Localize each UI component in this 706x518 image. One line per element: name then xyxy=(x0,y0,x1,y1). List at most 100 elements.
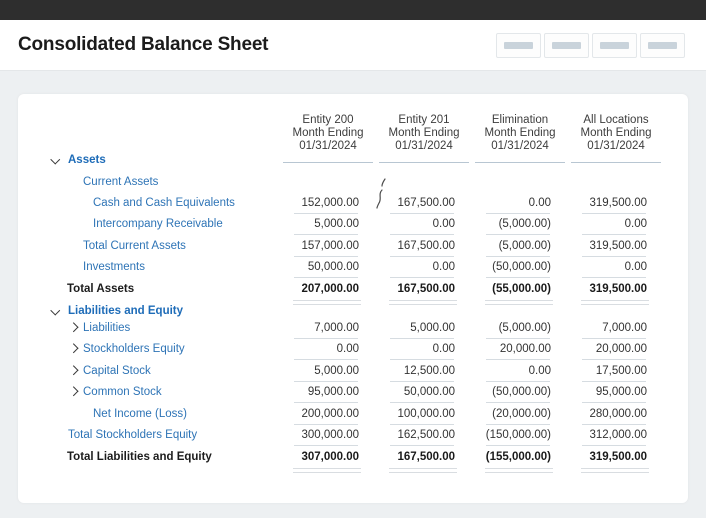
value-cell: 0.00 xyxy=(571,259,661,278)
row-label[interactable]: Liabilities and Equity xyxy=(68,305,184,317)
value-cell: 0.00 xyxy=(475,363,565,382)
value-cell: 167,500.00 xyxy=(379,449,469,473)
toolbar-button-placeholder-4[interactable] xyxy=(640,32,685,58)
table-row-total-current-assets: Total Current Assets 157,000.00 167,500.… xyxy=(18,238,688,257)
column-header-entity-201: Entity 201 Month Ending 01/31/2024 xyxy=(379,114,469,163)
table-row-liabilities-and-equity: Liabilities and Equity xyxy=(18,303,688,319)
value-cell: 7,000.00 xyxy=(571,320,661,339)
row-label[interactable]: Investments xyxy=(83,261,145,273)
table-row-investments: Investments 50,000.00 0.00 (50,000.00) 0… xyxy=(18,259,688,278)
page-header: Consolidated Balance Sheet xyxy=(0,20,706,71)
chevron-right-icon[interactable] xyxy=(69,323,79,333)
value-cell: 0.00 xyxy=(283,341,373,360)
value-cell: (150,000.00) xyxy=(475,427,565,446)
table-row-capital-stock: Capital Stock 5,000.00 12,500.00 0.00 17… xyxy=(18,363,688,382)
row-label[interactable]: Stockholders Equity xyxy=(83,343,185,355)
value-cell: 162,500.00 xyxy=(379,427,469,446)
row-label[interactable]: Total Current Assets xyxy=(83,240,186,252)
value-cell: (50,000.00) xyxy=(475,384,565,403)
row-label: Total Liabilities and Equity xyxy=(67,451,212,463)
value-cell: (50,000.00) xyxy=(475,259,565,278)
row-label[interactable]: Total Stockholders Equity xyxy=(68,429,198,441)
chevron-right-icon[interactable] xyxy=(69,387,79,397)
row-label[interactable]: Common Stock xyxy=(83,386,162,398)
browser-top-bar xyxy=(0,0,706,20)
value-cell: 0.00 xyxy=(571,216,661,235)
value-cell: 280,000.00 xyxy=(571,406,661,425)
value-cell: 167,500.00 xyxy=(379,195,469,214)
button-placeholder-bar xyxy=(552,41,581,49)
table-row-stockholders-equity: Stockholders Equity 0.00 0.00 20,000.00 … xyxy=(18,341,688,360)
table-row-common-stock: Common Stock 95,000.00 50,000.00 (50,000… xyxy=(18,384,688,403)
value-cell: 319,500.00 xyxy=(571,449,661,473)
value-cell: 0.00 xyxy=(379,216,469,235)
column-header-all-locations: All Locations Month Ending 01/31/2024 xyxy=(571,114,661,163)
row-label[interactable]: Current Assets xyxy=(83,176,159,188)
value-cell: 0.00 xyxy=(379,341,469,360)
row-label[interactable]: Intercompany Receivable xyxy=(93,218,223,230)
row-label[interactable]: Assets xyxy=(68,154,106,166)
stray-pen-mark xyxy=(376,178,386,209)
column-entity: Entity 200 xyxy=(302,114,354,126)
column-entity: All Locations xyxy=(583,114,649,126)
column-date: 01/31/2024 xyxy=(395,140,453,152)
value-cell: 5,000.00 xyxy=(379,320,469,339)
value-cell: (55,000.00) xyxy=(475,281,565,305)
value-cell: (155,000.00) xyxy=(475,449,565,473)
value-cell: 157,000.00 xyxy=(283,238,373,257)
value-cell: 12,500.00 xyxy=(379,363,469,382)
toolbar-button-placeholder-2[interactable] xyxy=(544,32,589,58)
value-cell: 200,000.00 xyxy=(283,406,373,425)
toolbar-button-placeholder-3[interactable] xyxy=(592,32,637,58)
value-cell: (20,000.00) xyxy=(475,406,565,425)
value-cell: 319,500.00 xyxy=(571,281,661,305)
row-label[interactable]: Capital Stock xyxy=(83,365,151,377)
table-row-net-income-loss: Net Income (Loss) 200,000.00 100,000.00 … xyxy=(18,406,688,425)
chevron-right-icon[interactable] xyxy=(69,366,79,376)
value-cell: (5,000.00) xyxy=(475,216,565,235)
value-cell: 0.00 xyxy=(475,195,565,214)
column-period: Month Ending xyxy=(484,127,556,139)
column-header-elimination: Elimination Month Ending 01/31/2024 xyxy=(475,114,565,163)
table-row-assets: Assets xyxy=(18,152,688,168)
column-entity: Elimination xyxy=(491,114,549,126)
value-cell: 0.00 xyxy=(379,259,469,278)
row-label[interactable]: Net Income (Loss) xyxy=(93,408,187,420)
table-row-cash-and-cash-equivalents: Cash and Cash Equivalents 152,000.00 167… xyxy=(18,195,688,214)
page-title: Consolidated Balance Sheet xyxy=(18,34,269,55)
value-cell: (5,000.00) xyxy=(475,238,565,257)
row-label[interactable]: Cash and Cash Equivalents xyxy=(93,197,235,209)
column-period: Month Ending xyxy=(388,127,460,139)
value-cell: 300,000.00 xyxy=(283,427,373,446)
value-cell: 312,000.00 xyxy=(571,427,661,446)
toolbar-button-placeholder-1[interactable] xyxy=(496,32,541,58)
column-period: Month Ending xyxy=(292,127,364,139)
column-date: 01/31/2024 xyxy=(587,140,645,152)
table-row-total-stockholders-equity: Total Stockholders Equity 300,000.00 162… xyxy=(18,427,688,446)
chevron-down-icon[interactable] xyxy=(50,306,60,316)
column-entity: Entity 201 xyxy=(398,114,450,126)
chevron-down-icon[interactable] xyxy=(50,155,60,165)
value-cell: 167,500.00 xyxy=(379,281,469,305)
value-cell: 20,000.00 xyxy=(571,341,661,360)
value-cell: 167,500.00 xyxy=(379,238,469,257)
value-cell: 319,500.00 xyxy=(571,238,661,257)
value-cell: 95,000.00 xyxy=(283,384,373,403)
table-row-total-liabilities-and-equity: Total Liabilities and Equity 307,000.00 … xyxy=(18,449,688,473)
value-cell: 20,000.00 xyxy=(475,341,565,360)
column-header-entity-200: Entity 200 Month Ending 01/31/2024 xyxy=(283,114,373,163)
chevron-right-icon[interactable] xyxy=(69,344,79,354)
button-placeholder-bar xyxy=(648,41,677,49)
value-cell: 152,000.00 xyxy=(283,195,373,214)
value-cell: 5,000.00 xyxy=(283,216,373,235)
value-cell: 50,000.00 xyxy=(379,384,469,403)
value-cell: 5,000.00 xyxy=(283,363,373,382)
column-period: Month Ending xyxy=(580,127,652,139)
button-placeholder-bar xyxy=(600,41,629,49)
value-cell: 17,500.00 xyxy=(571,363,661,382)
value-cell: 100,000.00 xyxy=(379,406,469,425)
table-row-total-assets: Total Assets 207,000.00 167,500.00 (55,0… xyxy=(18,281,688,305)
value-cell: 207,000.00 xyxy=(283,281,373,305)
row-label[interactable]: Liabilities xyxy=(83,322,131,334)
